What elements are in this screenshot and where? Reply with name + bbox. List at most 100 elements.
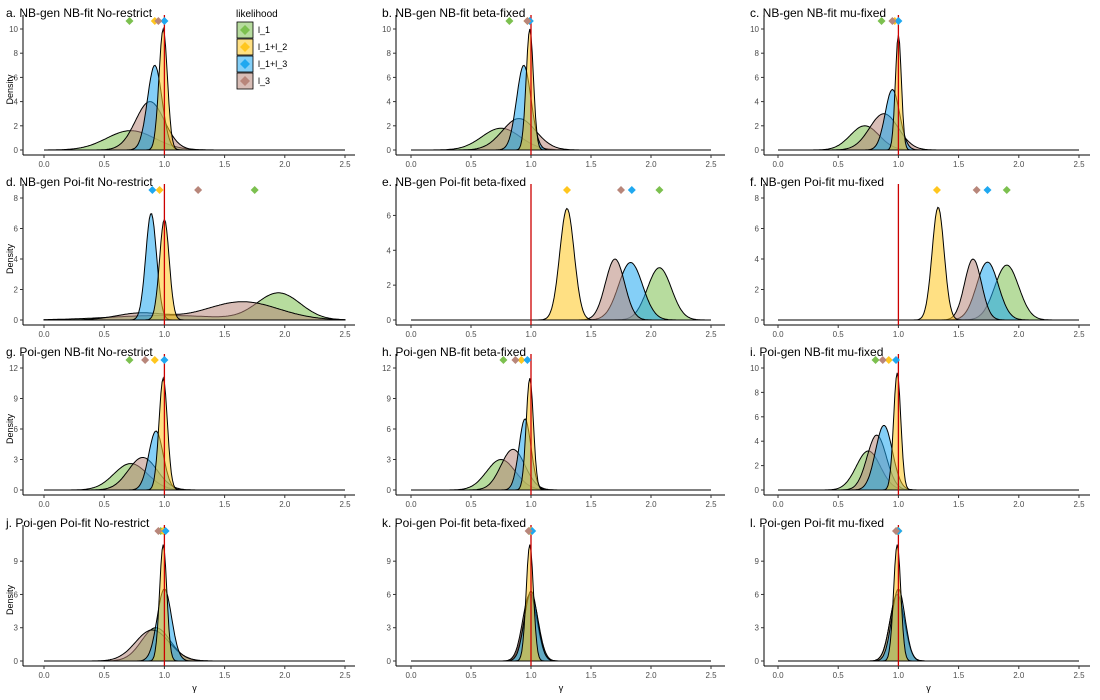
x-tick-label: 2.5	[1073, 500, 1085, 509]
y-axis-label: Density	[5, 413, 15, 444]
y-axis-label: Density	[5, 74, 15, 105]
marker-l_1-l_2	[150, 356, 159, 364]
density-l_1-l_2	[44, 218, 345, 321]
y-tick-label: 8	[755, 388, 760, 397]
x-tick-label: 0.5	[465, 160, 477, 169]
panel-l: l. Poi-gen Poi-fit mu-fixed 0 3 6 9 0.0 0.5 1.0…	[750, 516, 1090, 693]
x-tick-label: 0.5	[465, 671, 477, 680]
marker-l_1-l_3	[894, 17, 903, 25]
density-l_3	[44, 457, 345, 491]
x-tick-label: 0.0	[772, 160, 784, 169]
density-l_1	[778, 593, 1079, 662]
x-tick-label: 1.5	[219, 330, 231, 339]
x-tick-label: 0.0	[772, 671, 784, 680]
x-tick-label: 2.0	[279, 500, 291, 509]
marker-l_1-l_3	[148, 186, 157, 194]
marker-l_1-l_3	[161, 527, 170, 535]
marker-l_1	[877, 17, 886, 25]
panel-title: l. Poi-gen Poi-fit mu-fixed	[750, 516, 884, 530]
x-tick-label: 1.5	[953, 500, 965, 509]
x-tick-label: 1.0	[893, 671, 905, 680]
density-l_1-l_2	[411, 378, 711, 491]
x-tick-label: 1.5	[953, 671, 965, 680]
y-tick-label: 8	[755, 49, 760, 58]
y-tick-label: 0	[755, 146, 760, 155]
legend: likelihood l_1 l_1+l_2 l_1+l_3 l_3	[236, 9, 287, 90]
x-tick-label: 2.0	[1013, 160, 1025, 169]
panel-grid: a. NB-gen NB-fit No-restrict 0 2 4 6 8 10 0.0 0.…	[5, 6, 1090, 693]
y-tick-label: 2	[387, 281, 392, 290]
density-l_1-l_2	[778, 35, 1079, 151]
y-tick-label: 4	[387, 246, 392, 255]
x-tick-label: 0.0	[405, 330, 417, 339]
legend-label: l_1	[258, 25, 270, 35]
density-l_1-l_2	[411, 28, 711, 151]
y-tick-label: 6	[755, 590, 760, 599]
marker-l_1-l_3	[891, 356, 900, 364]
legend-label: l_1+l_2	[258, 42, 287, 52]
marker-l_1	[125, 17, 134, 25]
panel-title: a. NB-gen NB-fit No-restrict	[6, 6, 153, 20]
y-tick-label: 2	[755, 462, 760, 471]
density-l_1	[778, 125, 1079, 151]
marker-l_3	[154, 17, 163, 25]
y-tick-label: 4	[755, 437, 760, 446]
legend-diamond	[240, 25, 250, 35]
density-l_1	[411, 458, 711, 491]
marker-l_1-l_3	[160, 356, 169, 364]
x-tick-label: 1.5	[219, 500, 231, 509]
y-tick-label: 0	[14, 486, 19, 495]
marker-l_1-l_2	[155, 186, 164, 194]
density-l_3	[411, 448, 711, 491]
y-tick-label: 6	[387, 425, 392, 434]
density-l_1-l_2	[44, 27, 345, 151]
density-l_1-l_2	[778, 372, 1079, 491]
x-axis-label: γ	[559, 683, 564, 693]
x-tick-label: 2.5	[1073, 671, 1085, 680]
y-tick-label: 0	[14, 146, 19, 155]
y-tick-label: 6	[387, 211, 392, 220]
panel-j: j. Poi-gen Poi-fit No-restrict 0 3 6 9 0.0 0.5…	[5, 516, 355, 693]
x-tick-label: 1.0	[525, 160, 537, 169]
density-l_1-l_3	[411, 64, 711, 151]
density-l_3	[411, 593, 711, 662]
x-tick-label: 0.5	[465, 330, 477, 339]
y-tick-label: 12	[382, 364, 391, 373]
y-axis-label: Density	[5, 584, 15, 615]
density-l_3	[44, 101, 345, 151]
marker-l_1-l_2	[884, 356, 893, 364]
y-tick-label: 3	[387, 624, 392, 633]
panel-title: d. NB-gen Poi-fit No-restrict	[6, 175, 153, 189]
x-tick-label: 1.0	[525, 671, 537, 680]
x-tick-label: 2.5	[339, 330, 351, 339]
y-tick-label: 2	[14, 122, 19, 131]
marker-l_3	[617, 186, 625, 194]
y-tick-label: 0	[14, 316, 19, 325]
y-tick-label: 3	[14, 456, 19, 465]
marker-l_3	[972, 186, 981, 194]
y-tick-label: 4	[14, 255, 19, 264]
y-tick-label: 9	[387, 557, 392, 566]
x-tick-label: 2.0	[279, 160, 291, 169]
y-tick-label: 4	[755, 98, 760, 107]
legend-label: l_1+l_3	[258, 59, 287, 69]
y-tick-label: 9	[387, 395, 392, 404]
y-tick-label: 6	[14, 425, 19, 434]
y-tick-label: 6	[387, 73, 392, 82]
y-tick-label: 8	[14, 194, 19, 203]
x-tick-label: 2.0	[645, 330, 657, 339]
x-tick-label: 1.0	[159, 671, 171, 680]
density-l_3	[411, 118, 711, 151]
y-tick-label: 3	[387, 456, 392, 465]
x-tick-label: 1.0	[525, 500, 537, 509]
density-l_1-l_2	[411, 544, 711, 662]
marker-l_1	[250, 186, 259, 194]
y-tick-label: 8	[387, 49, 392, 58]
x-axis-label: γ	[192, 683, 197, 693]
density-l_1	[44, 627, 345, 662]
y-tick-label: 0	[755, 657, 760, 666]
y-tick-label: 4	[14, 98, 19, 107]
y-tick-label: 8	[14, 49, 19, 58]
panel-k: k. Poi-gen Poi-fit beta-fixed 0 3 6 9 0.0 0.5 1…	[382, 516, 725, 693]
